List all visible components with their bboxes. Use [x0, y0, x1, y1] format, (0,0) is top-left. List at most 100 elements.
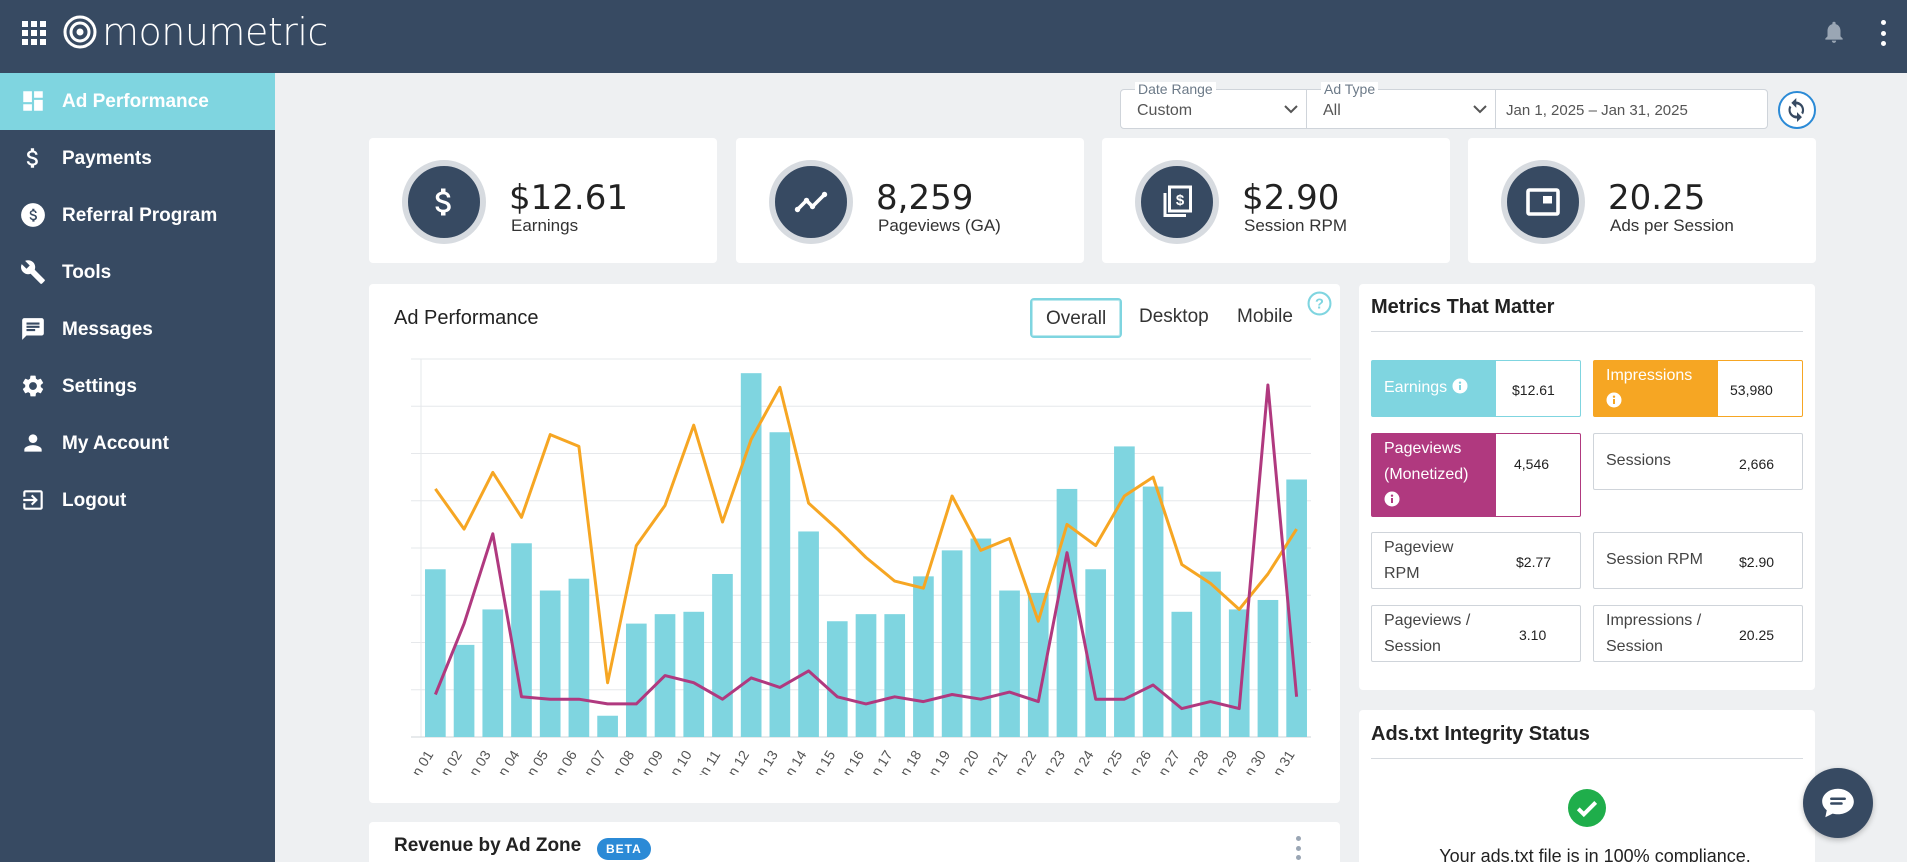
- more-menu-icon[interactable]: [1879, 20, 1887, 46]
- ad-type-select[interactable]: Ad Type All: [1306, 82, 1496, 129]
- chart-bar: [1286, 479, 1307, 737]
- svg-text:$: $: [1176, 192, 1185, 209]
- x-tick-label: Jan 11: [688, 747, 723, 775]
- monumetric-logo[interactable]: monumetric: [62, 10, 328, 54]
- trend-icon: [794, 191, 828, 213]
- metric-label-text: Impressions: [1606, 367, 1693, 384]
- x-tick-label: Jan 10: [659, 747, 695, 775]
- sidebar-item-label: Payments: [62, 147, 152, 169]
- chart-bar: [539, 590, 561, 737]
- ad-window-icon: [1526, 188, 1560, 216]
- x-tick-label: Jan 22: [1003, 747, 1039, 775]
- dollar-icon: [26, 148, 38, 168]
- x-tick-label: Jan 03: [458, 747, 494, 775]
- chart-bar: [999, 590, 1020, 737]
- x-tick-label: Jan 17: [860, 747, 896, 775]
- sidebar-item-label: Messages: [62, 318, 153, 340]
- metric-impressions-value: 53,980: [1730, 382, 1773, 398]
- beta-badge: BETA: [597, 838, 651, 860]
- x-tick-label: Jan 05: [515, 747, 551, 775]
- wrench-icon: [21, 260, 45, 284]
- metric-label-text: Earnings: [1384, 379, 1448, 396]
- x-tick-label: Jan 29: [1204, 747, 1240, 775]
- x-tick-label: Jan 26: [1118, 747, 1154, 775]
- money-stack-icon: $: [1163, 185, 1192, 217]
- gear-icon: [22, 375, 44, 397]
- x-tick-label: Jan 20: [946, 747, 982, 775]
- brand-name: monumetric: [102, 10, 328, 54]
- chart-series-line: [434, 383, 1299, 711]
- kpi-icon-circle: [1501, 160, 1585, 244]
- help-icon[interactable]: ?: [1307, 291, 1332, 316]
- sidebar-item-logout[interactable]: Logout: [0, 472, 275, 529]
- info-icon[interactable]: [1452, 378, 1468, 394]
- kpi-icon-circle: [402, 160, 486, 244]
- x-tick-label: Jan 28: [1176, 747, 1212, 775]
- chart-bar: [884, 614, 906, 737]
- metrics-title: Metrics That Matter: [1371, 296, 1555, 318]
- date-range-text: Jan 1, 2025 – Jan 31, 2025: [1506, 102, 1688, 119]
- kpi-session-rpm: $ $2.90 Session RPM: [1102, 138, 1450, 263]
- kpi-value: $12.61: [509, 178, 628, 218]
- sidebar-item-label: Tools: [62, 261, 112, 283]
- sidebar-item-label: Settings: [62, 375, 137, 397]
- tab-mobile[interactable]: Mobile: [1237, 306, 1293, 327]
- kpi-label: Ads per Session: [1610, 216, 1734, 235]
- chart-bar: [511, 543, 532, 737]
- sidebar-item-tools[interactable]: Tools: [0, 244, 275, 301]
- metric-label-bg: [1372, 361, 1496, 416]
- chart-bar: [826, 621, 848, 737]
- metric-sessions: Sessions 2,666: [1593, 433, 1803, 490]
- revenue-by-zone-title: Revenue by Ad Zone: [394, 835, 582, 856]
- metric-sessions-value: 2,666: [1739, 456, 1775, 472]
- sidebar-item-referral-program[interactable]: Referral Program: [0, 187, 275, 244]
- ad-performance-title: Ad Performance: [394, 307, 539, 329]
- info-icon[interactable]: [1384, 491, 1400, 507]
- apps-grid-icon[interactable]: [22, 21, 46, 45]
- x-tick-label: Jan 15: [802, 747, 838, 775]
- metric-earnings-value: $12.61: [1512, 382, 1555, 398]
- x-tick-label: Jan 27: [1147, 747, 1183, 775]
- metric-impressions-per-session-label: Impressions / Session: [1606, 612, 1702, 655]
- chart-bar: [625, 623, 647, 737]
- sidebar-item-messages[interactable]: Messages: [0, 301, 275, 358]
- metric-impressions-label: Impressions: [1606, 363, 1692, 415]
- metric-pageviews-per-session-label: Pageviews / Session: [1384, 612, 1471, 655]
- sidebar-item-payments[interactable]: Payments: [0, 130, 275, 187]
- metric-pageviews-per-session-value: 3.10: [1519, 627, 1547, 643]
- chart-bar: [1085, 569, 1107, 737]
- tab-desktop[interactable]: Desktop: [1139, 306, 1209, 327]
- chart-bar: [1056, 488, 1078, 737]
- sidebar-item-label: My Account: [62, 432, 169, 454]
- date-range-value: Custom: [1137, 102, 1193, 119]
- bell-icon[interactable]: [1821, 18, 1847, 46]
- check-circle-icon: [1568, 789, 1606, 827]
- metric-session-rpm-label: Session RPM: [1606, 551, 1703, 568]
- person-icon: [24, 434, 42, 452]
- refresh-button[interactable]: [1778, 91, 1816, 129]
- tab-overall[interactable]: Overall: [1030, 298, 1123, 338]
- metric-pageviews-monetized: Pageviews (Monetized) 4,546: [1371, 433, 1581, 517]
- chat-button[interactable]: [1803, 768, 1873, 838]
- chart-bar: [913, 576, 934, 737]
- x-tick-label: Jan 02: [429, 747, 465, 775]
- chart-bar: [769, 432, 791, 737]
- date-range-input[interactable]: Jan 1, 2025 – Jan 31, 2025: [1495, 89, 1768, 129]
- x-tick-label: Jan 24: [1061, 747, 1097, 775]
- metric-session-rpm: Session RPM $2.90: [1593, 532, 1803, 589]
- metric-sessions-label: Sessions: [1606, 452, 1671, 469]
- x-tick-label: Jan 30: [1233, 747, 1269, 775]
- date-range-label: Date Range: [1135, 82, 1216, 96]
- date-range-select[interactable]: Date Range Custom: [1120, 82, 1307, 129]
- sidebar-item-my-account[interactable]: My Account: [0, 415, 275, 472]
- chart-bar: [1114, 446, 1135, 737]
- kpi-icon-circle: $: [1135, 160, 1219, 244]
- sidebar-item-ad-performance[interactable]: Ad Performance: [0, 73, 275, 130]
- revenue-more-icon[interactable]: [1296, 836, 1302, 860]
- sidebar-item-settings[interactable]: Settings: [0, 358, 275, 415]
- sidebar: Ad Performance Payments Referral Program…: [0, 73, 275, 862]
- sidebar-item-label: Logout: [62, 489, 127, 511]
- chart-bar: [482, 609, 504, 737]
- info-icon[interactable]: [1606, 392, 1622, 408]
